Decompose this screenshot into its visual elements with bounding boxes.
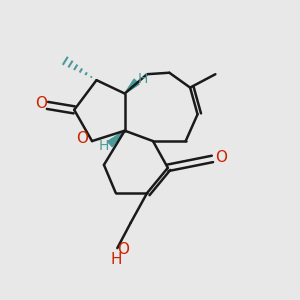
Text: O: O	[76, 130, 88, 146]
Polygon shape	[125, 79, 139, 94]
Text: H: H	[110, 252, 122, 267]
Text: O: O	[117, 242, 129, 257]
Text: O: O	[35, 96, 47, 111]
Polygon shape	[107, 131, 125, 147]
Text: H: H	[138, 72, 148, 86]
Text: H: H	[98, 139, 109, 152]
Text: O: O	[215, 150, 227, 165]
